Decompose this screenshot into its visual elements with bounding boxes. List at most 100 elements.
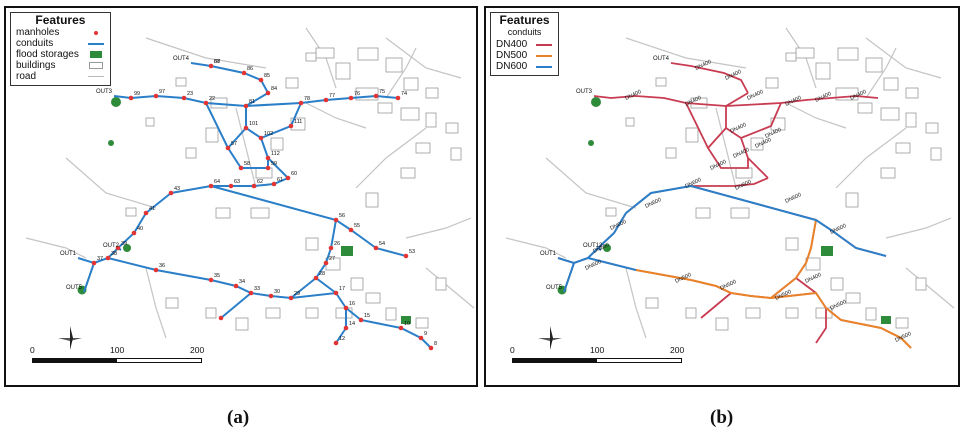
- dn500-conduit: [635, 219, 817, 300]
- building-shape: [605, 207, 617, 217]
- legend-item-manholes: manholes: [16, 27, 105, 38]
- dn500-conduit: [770, 291, 912, 349]
- manhole-point: [238, 165, 244, 171]
- manhole-label: 29: [294, 291, 300, 297]
- manhole-label: 68: [214, 59, 220, 65]
- building-shape: [695, 207, 711, 219]
- building-shape: [250, 207, 270, 219]
- manhole-point: [153, 93, 159, 99]
- manhole-point: [233, 283, 239, 289]
- dn400-conduit: [700, 292, 732, 319]
- pipe-size-label: DN500: [719, 279, 737, 292]
- manhole-point: [203, 100, 209, 106]
- manhole-label: 61: [277, 177, 283, 183]
- dn600-conduit: [587, 257, 637, 271]
- manhole-point: [258, 135, 264, 141]
- pipe-size-label: DN400: [709, 159, 727, 172]
- manhole-label: 10: [404, 321, 410, 327]
- building-shape: [795, 47, 815, 59]
- outfall-label: OUT1: [540, 251, 557, 257]
- building-shape: [145, 117, 155, 127]
- pipe-size-label: DN400: [814, 91, 832, 104]
- dn500-line-icon: [535, 51, 553, 60]
- flood-storage: [881, 316, 891, 324]
- building-shape: [285, 77, 299, 89]
- manhole-label: 41: [149, 206, 155, 212]
- building-shape: [880, 167, 896, 179]
- manhole-point: [358, 317, 364, 323]
- manhole-label: 64: [214, 179, 220, 185]
- building-shape: [645, 297, 659, 309]
- manhole-point: [373, 93, 379, 99]
- road-line: [865, 47, 897, 99]
- outfall-label: OUT4: [173, 56, 190, 62]
- manhole-point: [403, 253, 409, 259]
- pipe-size-label: DN600: [784, 192, 802, 205]
- manhole-point: [243, 125, 249, 131]
- building-shape: [400, 107, 420, 121]
- pipe-size-label: DN600: [829, 223, 847, 236]
- building-shape: [905, 112, 917, 128]
- conduit-line: [83, 262, 95, 293]
- flood-storage: [341, 246, 353, 256]
- flood-storage: [108, 140, 114, 146]
- road-line: [425, 267, 475, 309]
- building-shape: [845, 192, 859, 208]
- conduit-line: [245, 92, 302, 140]
- conduit-line: [170, 177, 289, 194]
- manhole-label: 53: [409, 249, 415, 255]
- flood-storage: [588, 140, 594, 146]
- building-shape: [305, 52, 317, 62]
- manhole-point: [343, 325, 349, 331]
- manhole-label: 84: [271, 86, 277, 92]
- manhole-label: 74: [401, 91, 407, 97]
- building-shape: [335, 307, 353, 319]
- manhole-point: [115, 245, 121, 251]
- manhole-label: 40: [137, 226, 143, 232]
- pipe-size-label: DN400: [746, 89, 764, 102]
- outfall-label: OUT3: [96, 89, 113, 95]
- building-shape: [235, 317, 249, 331]
- building-shape: [265, 307, 281, 319]
- manhole-label: 38: [111, 251, 117, 257]
- pipe-size-label: DN600: [644, 197, 662, 210]
- manhole-label: 30: [274, 289, 280, 295]
- legend-item-conduits: conduits: [16, 38, 105, 49]
- manhole-point: [333, 290, 339, 296]
- manhole-point: [348, 95, 354, 101]
- outfall-label: OUT4: [653, 56, 670, 62]
- manhole-point: [208, 277, 214, 283]
- manhole-label: 36: [159, 263, 165, 269]
- manhole-point: [428, 345, 434, 351]
- manhole-point: [343, 305, 349, 311]
- building-shape: [785, 237, 799, 251]
- manhole-point: [418, 335, 424, 341]
- building-shape: [350, 277, 364, 291]
- manhole-label: 78: [304, 96, 310, 102]
- pipe-size-label: DN600: [609, 219, 627, 232]
- legend-item-road: road: [16, 71, 105, 82]
- manhole-point: [268, 293, 274, 299]
- road-line: [885, 217, 952, 239]
- building-shape: [270, 137, 284, 151]
- manhole-label: 8: [434, 341, 437, 347]
- building-shape: [215, 207, 231, 219]
- building-shape: [415, 142, 431, 154]
- manhole-point: [181, 95, 187, 101]
- road-symbol-icon: [87, 72, 105, 81]
- road-line: [65, 157, 157, 209]
- pipe-size-label: DN500: [894, 331, 912, 344]
- road-line: [385, 47, 417, 99]
- building-shape: [305, 307, 319, 319]
- legend-item-dn400: DN400: [496, 39, 553, 50]
- dn600-line-icon: [535, 62, 553, 71]
- conduit-line: [205, 102, 229, 149]
- road-line: [385, 37, 462, 79]
- dn400-conduit: [587, 219, 817, 299]
- road-line: [25, 237, 87, 259]
- map-panel-a: 68 87 86 85 84 99 97 23 22 81 78 77 76 75 74 101 102 111 1…: [4, 6, 478, 387]
- pipe-size-label: DN400: [804, 272, 822, 285]
- manhole-point: [218, 315, 224, 321]
- conduit-line: [315, 277, 337, 294]
- legend-label: DN400: [496, 39, 528, 50]
